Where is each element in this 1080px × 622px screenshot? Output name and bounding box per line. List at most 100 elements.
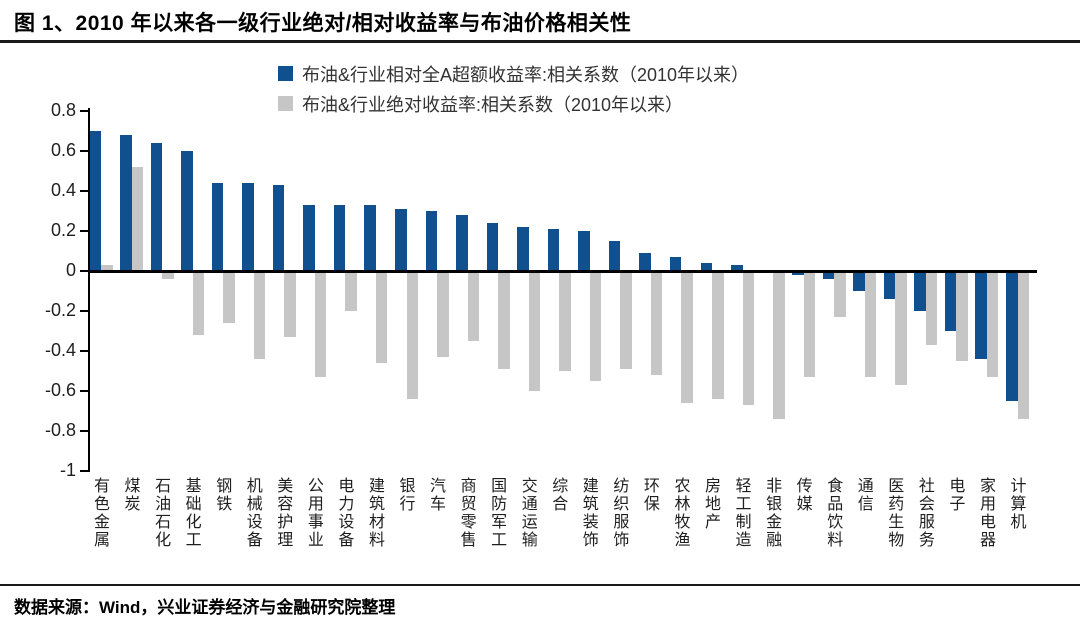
- bar-relative: [853, 271, 865, 291]
- category-label: 石油石化: [152, 477, 170, 549]
- y-tick-label: 0.6: [50, 140, 76, 160]
- y-axis-tick: [80, 110, 89, 112]
- y-axis-tick: [80, 470, 89, 472]
- category-label: 通信: [854, 477, 872, 513]
- category-label: 美容护理: [274, 477, 292, 549]
- bar-absolute: [589, 271, 602, 381]
- category-label: 建筑材料: [365, 477, 383, 549]
- y-tick-label: 0.8: [50, 100, 76, 120]
- category-label: 农林牧渔: [671, 477, 689, 549]
- y-tick-label: -1: [59, 460, 76, 480]
- bar-relative: [944, 271, 957, 331]
- bar-relative: [1006, 271, 1018, 401]
- bar-relative: [333, 205, 346, 271]
- y-axis-tick: [80, 190, 89, 192]
- bar-absolute: [192, 271, 205, 335]
- bar-absolute: [498, 271, 510, 369]
- category-label: 医药生物: [885, 477, 903, 549]
- y-axis-tick: [80, 390, 89, 392]
- bar-absolute: [101, 265, 113, 271]
- y-axis-tick: [80, 350, 89, 352]
- bar-relative: [395, 209, 407, 271]
- bar-relative: [211, 183, 224, 271]
- bar-absolute: [162, 271, 174, 279]
- legend-item-absolute: 布油&行业绝对收益率:相关系数（2010年以来）: [278, 92, 749, 115]
- category-label: 计算机: [1007, 477, 1025, 531]
- category-label: 交通运输: [518, 477, 536, 549]
- y-tick-label: -0.4: [44, 340, 76, 360]
- bar-relative: [975, 271, 987, 359]
- category-label: 食品饮料: [824, 477, 842, 549]
- y-axis-tick: [80, 270, 89, 272]
- category-label: 基础化工: [182, 477, 200, 549]
- y-axis-tick: [80, 230, 89, 232]
- bar-absolute: [406, 271, 418, 399]
- bar-absolute: [895, 271, 907, 385]
- bar-absolute: [742, 271, 755, 405]
- category-label: 环保: [640, 477, 658, 513]
- bar-absolute: [437, 271, 449, 357]
- category-label: 轻工制造: [732, 477, 750, 549]
- bar-absolute: [773, 271, 785, 419]
- bar-relative: [89, 131, 101, 271]
- bar-absolute: [864, 271, 877, 377]
- category-label: 公用事业: [304, 477, 322, 549]
- category-label: 纺织服饰: [610, 477, 628, 549]
- y-tick-label: 0.2: [50, 220, 76, 240]
- bar-relative: [700, 263, 712, 271]
- bar-absolute: [375, 271, 388, 363]
- category-label: 煤炭: [121, 477, 139, 513]
- bar-relative: [608, 241, 621, 271]
- category-label: 有色金属: [91, 477, 108, 549]
- y-axis-tick: [80, 150, 89, 152]
- legend-label-absolute: 布油&行业绝对收益率:相关系数（2010年以来）: [302, 94, 684, 115]
- bar-absolute: [650, 271, 663, 375]
- bar-relative: [822, 271, 835, 279]
- legend-swatch-relative: [278, 66, 293, 81]
- bar-absolute: [345, 271, 357, 311]
- bar-relative: [272, 185, 285, 271]
- bar-relative: [456, 215, 468, 271]
- bar-relative: [792, 271, 804, 275]
- bar-relative: [181, 151, 193, 271]
- bar-absolute: [925, 271, 938, 345]
- category-label: 房地产: [702, 477, 719, 531]
- data-source: 数据来源：Wind，兴业证券经济与金融研究院整理: [14, 598, 396, 617]
- bar-relative: [639, 253, 651, 271]
- bar-relative: [547, 229, 560, 271]
- bar-absolute: [620, 271, 632, 369]
- category-label: 非银金融: [763, 477, 781, 549]
- category-label: 综合: [549, 477, 567, 513]
- bar-absolute: [131, 167, 144, 271]
- bar-absolute: [528, 271, 541, 391]
- bar-absolute: [559, 271, 571, 371]
- y-axis-tick: [80, 310, 89, 312]
- bar-absolute: [223, 271, 235, 323]
- category-label: 钢铁: [213, 477, 231, 513]
- bar-relative: [425, 211, 438, 271]
- footer-divider: [0, 584, 1080, 586]
- bar-absolute: [1017, 271, 1029, 419]
- bar-absolute: [986, 271, 999, 377]
- bar-relative: [486, 223, 499, 271]
- bar-absolute: [681, 271, 693, 403]
- bar-relative: [303, 205, 315, 271]
- category-label: 电力设备: [335, 477, 353, 549]
- category-label: 银行: [396, 477, 414, 513]
- bar-relative: [883, 271, 896, 299]
- category-label: 电子: [946, 477, 964, 513]
- category-label: 家用电器: [976, 477, 994, 549]
- bar-relative: [731, 265, 743, 271]
- category-label: 国防军工: [488, 477, 506, 549]
- chart-legend: 布油&行业相对全A超额收益率:相关系数（2010年以来） 布油&行业绝对收益率:…: [278, 62, 749, 115]
- y-tick-label: -0.8: [44, 420, 76, 440]
- y-axis-line: [88, 108, 90, 472]
- category-label: 机械设备: [243, 477, 261, 549]
- bar-relative: [578, 231, 590, 271]
- y-tick-label: -0.2: [44, 300, 76, 320]
- zero-baseline: [88, 269, 1037, 273]
- legend-item-relative: 布油&行业相对全A超额收益率:相关系数（2010年以来）: [278, 62, 749, 85]
- bar-absolute: [712, 271, 724, 399]
- y-axis-tick: [80, 430, 89, 432]
